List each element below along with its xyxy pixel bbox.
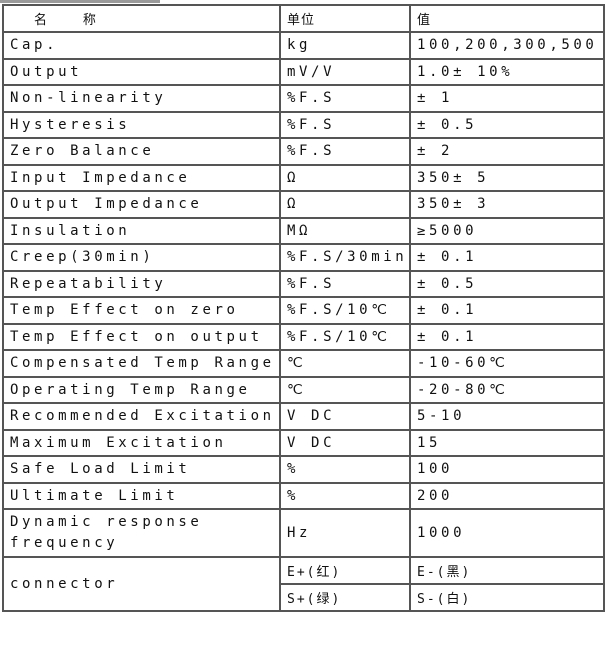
param-unit: %F.S [279,137,411,166]
param-value: -20-80℃ [409,375,605,404]
param-name: Repeatability [2,269,281,298]
param-name: Operating Temp Range [2,375,281,404]
header-value: 值 [409,4,605,33]
param-name: Non-linearity [2,84,281,113]
param-value: -10-60℃ [409,349,605,378]
table-row: Compensated Temp Range ℃ -10-60℃ [2,349,605,378]
connector-positive: E+(红) [279,556,411,585]
param-value: 350± 5 [409,163,605,192]
param-value: ± 0.1 [409,296,605,325]
param-value: ≥5000 [409,216,605,245]
table-row: Temp Effect on zero %F.S/10℃ ± 0.1 [2,296,605,325]
param-name: Ultimate Limit [2,481,281,510]
param-unit: % [279,481,411,510]
param-name: Temp Effect on output [2,322,281,351]
table-row: Operating Temp Range ℃ -20-80℃ [2,375,605,404]
header-name: 名 称 [2,4,281,33]
param-value: ± 1 [409,84,605,113]
table-row: Ultimate Limit% 200 [2,481,605,510]
param-unit: %F.S/10℃ [279,322,411,351]
table-row: Input Impedance Ω 350± 5 [2,163,605,192]
param-name: Recommended Excitation [2,402,281,431]
param-value: 1.0± 10% [409,57,605,86]
param-unit: Ω [279,163,411,192]
spec-table: 名 称 单位 值 Cap. kg 100,200,300,500 Output mV/V… [2,4,605,612]
param-value: ± 0.5 [409,269,605,298]
param-name: Cap. [2,31,281,60]
param-name: Output [2,57,281,86]
param-value: 100,200,300,500 [409,31,605,60]
param-unit: ℃ [279,349,411,378]
table-row: Zero Balance %F.S ± 2 [2,137,605,166]
param-unit: %F.S [279,269,411,298]
header-row: 名 称 单位 值 [2,4,605,33]
table-row: Repeatability %F.S ± 0.5 [2,269,605,298]
param-value: 1000 [409,508,605,558]
param-unit: MΩ [279,216,411,245]
param-unit: Hz [279,508,411,558]
connector-positive: S+(绿) [279,583,411,612]
param-value: ± 0.5 [409,110,605,139]
table-row: Safe Load Limit% 100 [2,455,605,484]
param-value: 100 [409,455,605,484]
table-row: Dynamic response frequency Hz 1000 [2,508,605,558]
param-name: Insulation [2,216,281,245]
param-unit: mV/V [279,57,411,86]
param-name: Zero Balance [2,137,281,166]
param-unit: %F.S/10℃ [279,296,411,325]
param-value: 200 [409,481,605,510]
param-name: Dynamic response frequency [2,508,281,558]
table-row: Output Impedance Ω 350± 3 [2,190,605,219]
table-row: Creep(30min) %F.S/30min ± 0.1 [2,243,605,272]
connector-negative: S-(白) [409,583,605,612]
param-name: Output Impedance [2,190,281,219]
param-unit: %F.S [279,110,411,139]
param-unit: V DC [279,402,411,431]
table-row: Insulation MΩ ≥5000 [2,216,605,245]
param-name: Creep(30min) [2,243,281,272]
table-row: Hysteresis %F.S ± 0.5 [2,110,605,139]
table-row: Recommended Excitation V DC 5-10 [2,402,605,431]
table-row: Temp Effect on output %F.S/10℃ ± 0.1 [2,322,605,351]
param-name: Input Impedance [2,163,281,192]
table-row: Cap. kg 100,200,300,500 [2,31,605,60]
param-unit: V DC [279,428,411,457]
connector-row: S+(绿) S-(白) [3,583,605,612]
param-unit: %F.S/30min [279,243,411,272]
param-name: Temp Effect on zero [2,296,281,325]
header-unit: 单位 [279,4,411,33]
param-unit: kg [279,31,411,60]
param-value: 15 [409,428,605,457]
param-value: 350± 3 [409,190,605,219]
param-value: ± 2 [409,137,605,166]
table-row: Output mV/V 1.0± 10% [2,57,605,86]
param-unit: ℃ [279,375,411,404]
connector-row: connector E+(红) E-(黑) [2,556,605,612]
top-edge-bar [0,0,160,3]
param-unit: % [279,455,411,484]
param-name: Hysteresis [2,110,281,139]
table-row: Non-linearity %F.S ± 1 [2,84,605,113]
param-unit: Ω [279,190,411,219]
param-value: ± 0.1 [409,322,605,351]
param-value: ± 0.1 [409,243,605,272]
param-name: Compensated Temp Range [2,349,281,378]
param-name: Safe Load Limit [2,455,281,484]
connector-label: connector [2,556,281,612]
param-value: 5-10 [409,402,605,431]
connector-negative: E-(黑) [409,556,605,585]
param-name: Maximum Excitation [2,428,281,457]
param-unit: %F.S [279,84,411,113]
table-row: Maximum Excitation V DC 15 [2,428,605,457]
